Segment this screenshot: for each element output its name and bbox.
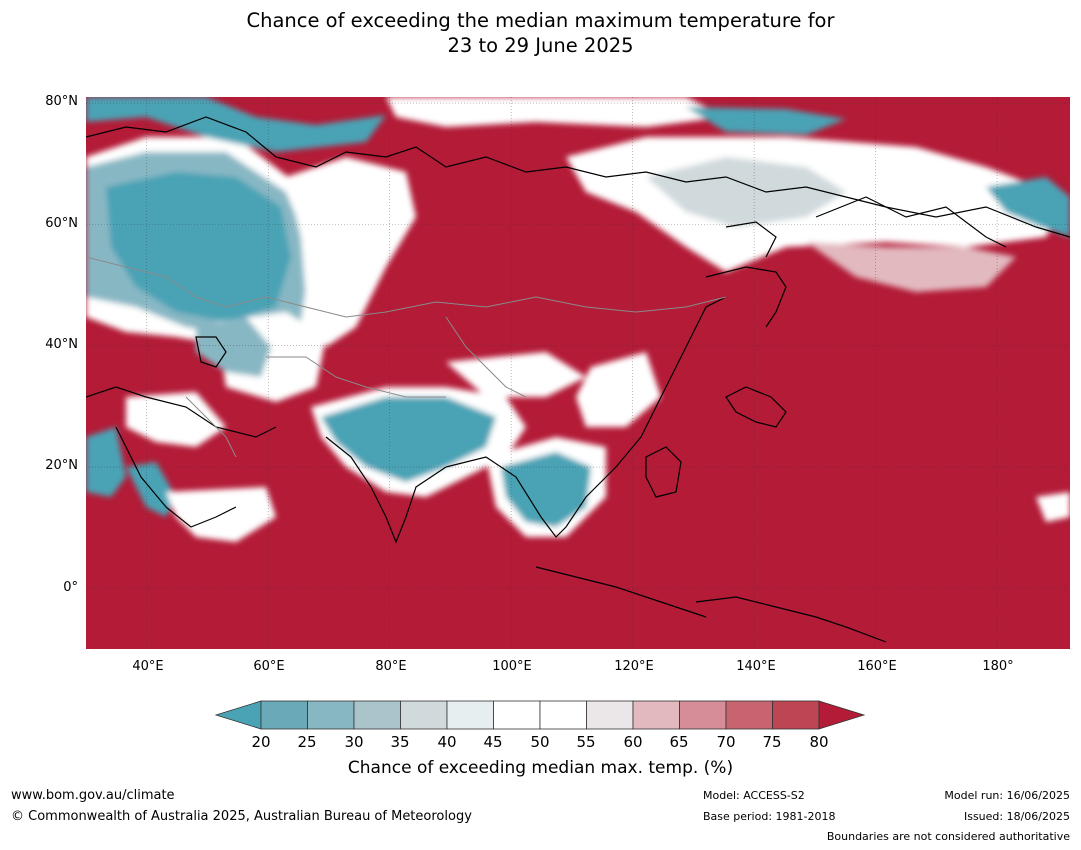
model-text: Model: ACCESS-S2: [703, 789, 805, 802]
colorbar-tick-50: 50: [530, 733, 550, 751]
colorbar-tick-55: 55: [576, 733, 596, 751]
region-ne-siberia-light: [646, 157, 846, 227]
region-wsiberia-white: [286, 157, 416, 347]
lon-label-140e: 140°E: [736, 659, 776, 674]
region-europe-cold: [106, 172, 291, 322]
disclaimer-text: Boundaries are not considered authoritat…: [826, 830, 1070, 843]
lat-label-40n: 40°N: [45, 337, 78, 352]
region-arabia-blue: [86, 427, 126, 497]
colorbar-tick-30: 30: [344, 733, 364, 751]
region-tibet-white: [446, 352, 586, 397]
region-india-cool: [321, 397, 496, 482]
map-title: Chance of exceeding the median maximum t…: [0, 8, 1081, 58]
map-canvas: [86, 97, 1070, 649]
colorbar-segment: [632, 700, 680, 730]
region-se-asia-blue: [501, 452, 591, 527]
copyright-text: © Commonwealth of Australia 2025, Austra…: [11, 809, 472, 824]
region-kamchatka-blue: [986, 177, 1070, 237]
colorbar-segment: [586, 700, 634, 730]
colorbar-tick-20: 20: [251, 733, 271, 751]
title-line-2: 23 to 29 June 2025: [447, 34, 634, 57]
region-pacific-white: [1036, 492, 1070, 522]
bom-url-link[interactable]: www.bom.gov.au/climate: [11, 788, 175, 803]
region-middle-east-white: [126, 392, 226, 447]
model-run-text: Model run: 16/06/2025: [944, 789, 1070, 802]
region-siberia-pink: [806, 242, 1016, 292]
lat-label-60n: 60°N: [45, 216, 78, 231]
colorbar-tick-75: 75: [762, 733, 782, 751]
probability-field: [86, 97, 1070, 542]
colorbar-under-arrow: [214, 700, 262, 730]
colorbar-segment: [400, 700, 448, 730]
region-central-asia-blue: [196, 317, 271, 377]
colorbar-segment: [679, 700, 727, 730]
colorbar-segment: [260, 700, 308, 730]
lon-label-160e: 160°E: [857, 659, 897, 674]
colorbar-tick-25: 25: [297, 733, 317, 751]
lat-label-0: 0°: [63, 580, 78, 595]
lat-label-80n: 80°N: [45, 94, 78, 109]
colorbar-segment: [539, 700, 587, 730]
colorbar-segment: [353, 700, 401, 730]
colorbar-tick-40: 40: [437, 733, 457, 751]
colorbar-tick-35: 35: [390, 733, 410, 751]
lon-label-60e: 60°E: [253, 659, 285, 674]
graticule: [86, 97, 1070, 649]
colorbar-segment: [307, 700, 355, 730]
probability-map: [86, 97, 1070, 649]
colorbar-tick-80: 80: [809, 733, 829, 751]
colorbar-tick-45: 45: [483, 733, 503, 751]
lon-label-180: 180°: [982, 659, 1014, 674]
region-arctic-blue-east: [686, 107, 846, 135]
lat-label-20n: 20°N: [45, 458, 78, 473]
colorbar-label: Chance of exceeding median max. temp. (%…: [347, 758, 734, 778]
colorbar-tick-60: 60: [623, 733, 643, 751]
colorbar-segment: [725, 700, 773, 730]
lon-label-80e: 80°E: [375, 659, 407, 674]
lon-label-40e: 40°E: [132, 659, 164, 674]
issued-text: Issued: 18/06/2025: [963, 810, 1070, 823]
colorbar-tick-65: 65: [669, 733, 689, 751]
colorbar-segment: [446, 700, 494, 730]
colorbar: [214, 700, 866, 730]
colorbar-segment: [493, 700, 541, 730]
region-arctic-white: [386, 97, 726, 127]
colorbar-segment: [772, 700, 820, 730]
lon-label-100e: 100°E: [492, 659, 532, 674]
title-line-1: Chance of exceeding the median maximum t…: [246, 9, 835, 32]
base-period-text: Base period: 1981-2018: [703, 810, 836, 823]
country-borders: [86, 256, 727, 458]
colorbar-over-arrow: [818, 700, 866, 730]
region-e-china-white: [576, 352, 661, 427]
region-arctic-cool: [86, 97, 386, 152]
coastlines: [86, 116, 1070, 643]
lon-label-120e: 120°E: [614, 659, 654, 674]
colorbar-tick-70: 70: [716, 733, 736, 751]
